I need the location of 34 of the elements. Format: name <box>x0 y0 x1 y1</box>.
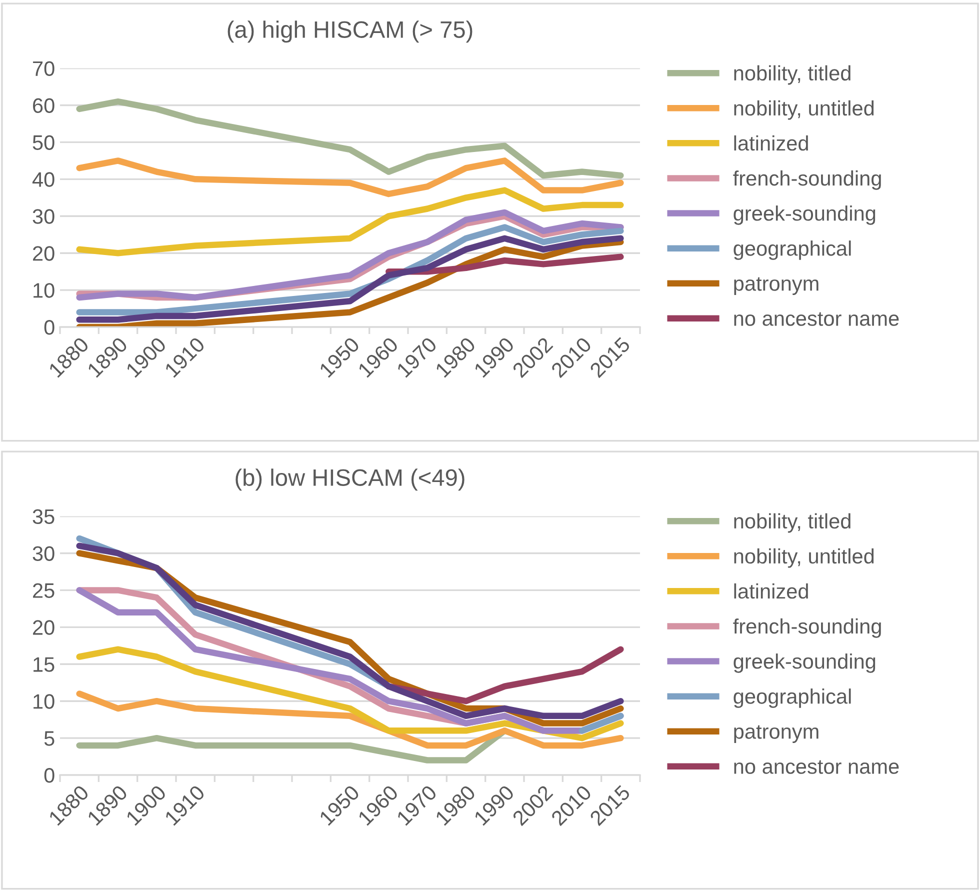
y-tick-label: 20 <box>33 620 54 635</box>
legend-label: greek-sounding <box>734 653 876 673</box>
legend-label: patronym <box>734 277 818 295</box>
legend-label: nobility, untitled <box>734 100 874 120</box>
legend-label: greek-sounding <box>734 205 876 225</box>
y-tick-label: 10 <box>34 283 54 298</box>
legend-label: french-sounding <box>733 618 881 638</box>
legend-label: nobility, titled <box>734 65 850 85</box>
y-tick-label: 50 <box>32 135 54 150</box>
legend-label: no ancestor name <box>734 760 899 774</box>
y-tick-label: 15 <box>34 657 54 672</box>
legend-label: no ancestor name <box>734 312 899 326</box>
y-tick-label: 10 <box>34 694 54 709</box>
y-tick-label: 25 <box>33 583 54 598</box>
chart-title: (a) high HISCAM (> 75) <box>228 20 472 43</box>
y-tick-label: 20 <box>33 246 54 261</box>
legend-label: geographical <box>734 688 851 708</box>
legend-label: nobility, untitled <box>734 548 874 568</box>
legend-label: latinized <box>734 583 808 599</box>
y-tick-label: 30 <box>32 209 54 224</box>
legend-label: latinized <box>734 135 808 151</box>
y-tick-label: 30 <box>32 546 54 561</box>
legend-label: nobility, titled <box>734 513 850 533</box>
chart-title: (b) low HISCAM (<49) <box>236 468 464 491</box>
y-tick-label: 70 <box>33 61 54 76</box>
legend-label: french-sounding <box>733 170 881 190</box>
y-tick-label: 0 <box>44 320 54 335</box>
y-tick-label: 35 <box>32 509 54 524</box>
legend-label: geographical <box>734 240 851 260</box>
y-tick-label: 0 <box>44 768 54 783</box>
y-tick-label: 5 <box>44 731 54 746</box>
legend-label: patronym <box>734 725 818 743</box>
y-tick-label: 40 <box>32 172 54 187</box>
y-tick-label: 60 <box>33 98 54 113</box>
